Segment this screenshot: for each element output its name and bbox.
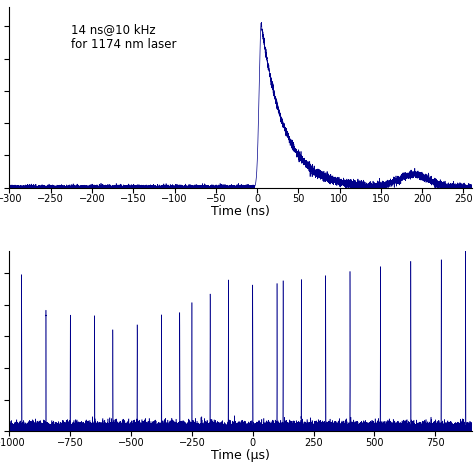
Text: 14 ns@10 kHz
for 1174 nm laser: 14 ns@10 kHz for 1174 nm laser xyxy=(72,23,177,51)
X-axis label: Time (ns): Time (ns) xyxy=(211,205,270,218)
X-axis label: Time (μs): Time (μs) xyxy=(211,449,270,462)
